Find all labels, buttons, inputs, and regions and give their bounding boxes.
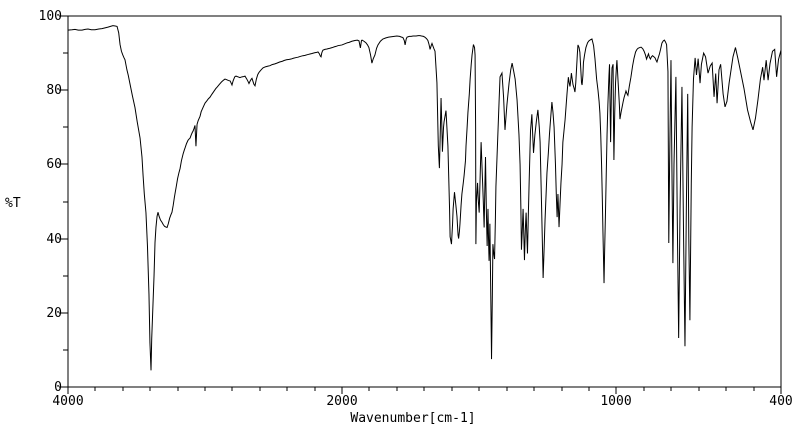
x-tick-label: 1000 <box>600 394 631 409</box>
y-tick-label: 60 <box>46 157 62 172</box>
y-tick-label: 80 <box>46 83 62 98</box>
y-axis-label: %T <box>5 196 21 211</box>
x-tick-label: 2000 <box>326 394 357 409</box>
axis-ticks <box>59 15 782 394</box>
y-tick-label: 40 <box>46 232 62 247</box>
y-tick-label: 100 <box>39 9 62 24</box>
transmittance-curve <box>67 25 782 371</box>
x-axis-label: Wavenumber[cm-1] <box>350 411 475 426</box>
x-tick-label: 400 <box>769 394 792 409</box>
y-tick-label: 0 <box>54 380 62 395</box>
axis-tick-labels: 4000 2000 1000 400 100 80 60 40 20 0 <box>39 9 793 409</box>
x-tick-label: 4000 <box>52 394 83 409</box>
y-tick-label: 20 <box>46 306 62 321</box>
